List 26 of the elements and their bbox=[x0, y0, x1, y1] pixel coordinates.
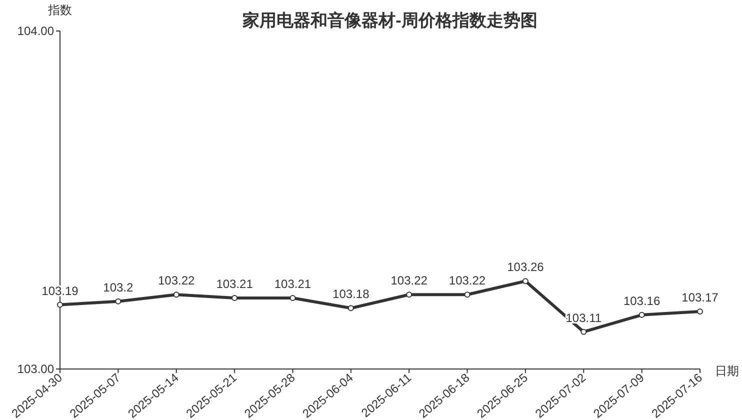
point bbox=[348, 305, 354, 312]
data-label: 103.22 bbox=[158, 274, 196, 288]
data-label: 103.17 bbox=[682, 290, 719, 305]
y-tick-label: 103.00 bbox=[17, 362, 54, 376]
point bbox=[406, 292, 412, 298]
point bbox=[522, 278, 528, 284]
data-label: 103.16 bbox=[623, 294, 660, 308]
data-label: 103.22 bbox=[390, 274, 428, 288]
point bbox=[290, 295, 296, 302]
point bbox=[464, 292, 470, 298]
point bbox=[57, 302, 63, 308]
data-label: 103.22 bbox=[448, 274, 486, 288]
data-label: 103.2 bbox=[103, 280, 134, 294]
y-tick-label: 104.00 bbox=[17, 24, 54, 38]
point bbox=[580, 328, 587, 335]
point bbox=[115, 298, 122, 304]
ylabel: 指数 bbox=[48, 3, 72, 17]
data-label: 103.21 bbox=[274, 277, 312, 292]
point bbox=[697, 308, 703, 315]
data-label: 103.18 bbox=[332, 287, 370, 302]
point bbox=[638, 312, 645, 318]
data-label: 103.21 bbox=[216, 277, 254, 292]
data-label: 103.26 bbox=[507, 260, 544, 274]
title: 家用电器和音像器材-周价格指数走势图 bbox=[242, 11, 538, 30]
point bbox=[173, 292, 180, 298]
xlabel: 日期 bbox=[715, 364, 739, 378]
